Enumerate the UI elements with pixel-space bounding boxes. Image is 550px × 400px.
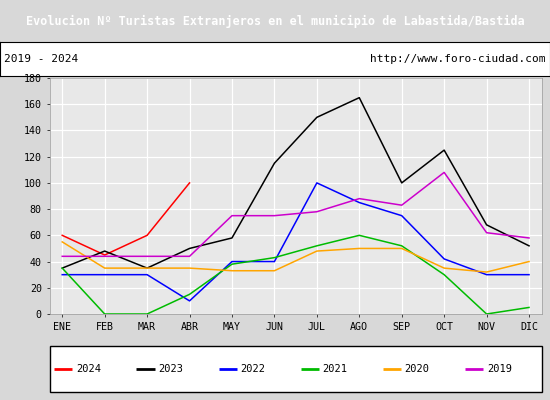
FancyBboxPatch shape <box>50 346 542 392</box>
Text: 2024: 2024 <box>76 364 102 374</box>
Text: Evolucion Nº Turistas Extranjeros en el municipio de Labastida/Bastida: Evolucion Nº Turistas Extranjeros en el … <box>26 14 524 28</box>
Text: 2021: 2021 <box>323 364 348 374</box>
Text: 2019: 2019 <box>487 364 512 374</box>
Text: 2020: 2020 <box>405 364 430 374</box>
Text: 2022: 2022 <box>241 364 266 374</box>
Text: 2023: 2023 <box>158 364 184 374</box>
Text: http://www.foro-ciudad.com: http://www.foro-ciudad.com <box>370 54 546 64</box>
Text: 2019 - 2024: 2019 - 2024 <box>4 54 79 64</box>
